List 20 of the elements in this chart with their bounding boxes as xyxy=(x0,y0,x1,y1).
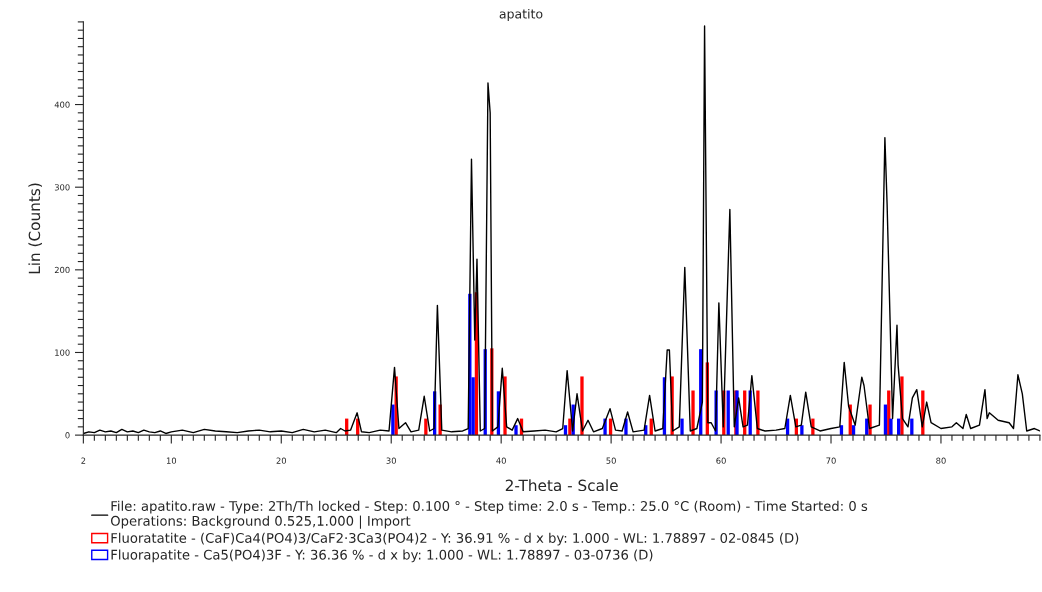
chart-title: apatito xyxy=(499,8,543,21)
x-tick-label: 10 xyxy=(166,457,177,464)
y-axis-title: Lin (Counts) xyxy=(28,183,42,274)
x-axis-title: 2-Theta - Scale xyxy=(505,479,618,492)
y-tick-label: 200 xyxy=(54,266,70,274)
x-tick-label: 80 xyxy=(936,457,946,464)
x-tick-label: 60 xyxy=(716,457,726,464)
y-tick-label: 100 xyxy=(55,349,70,356)
y-tick-label: 300 xyxy=(54,184,70,191)
x-tick-label: 40 xyxy=(496,457,506,464)
legend-label: File: apatito.raw - Type: 2Th/Th locked - Step: 0.100 ° - Step time: 2.0 s - Temp.: 25.0 °C (Room) - Time Started: 0 s Operations: Background 0.525,1.000 | Import xyxy=(110,500,868,529)
x-tick-label: 20 xyxy=(276,457,287,464)
x-tick-label: 70 xyxy=(826,457,836,464)
legend-label: Fluorapatite - Ca5(PO4)3F - Y: 36.36 % - d x by: 1.000 - WL: 1.78897 - 03-0736 (D) xyxy=(111,549,653,563)
x-tick-label: 50 xyxy=(606,457,616,464)
x-tick-label: 30 xyxy=(386,457,396,464)
x-tick-label: 2 xyxy=(81,457,86,464)
y-tick-label: 0 xyxy=(65,432,70,439)
legend-label: Fluoratatite - (CaF)Ca4(PO4)3/CaF2·3Ca3(PO4)2 - Y: 36.91 % - d x by: 1.000 - WL: 1.78897 - 02-0845 (D) xyxy=(111,532,799,546)
y-tick-label: 400 xyxy=(54,101,70,108)
